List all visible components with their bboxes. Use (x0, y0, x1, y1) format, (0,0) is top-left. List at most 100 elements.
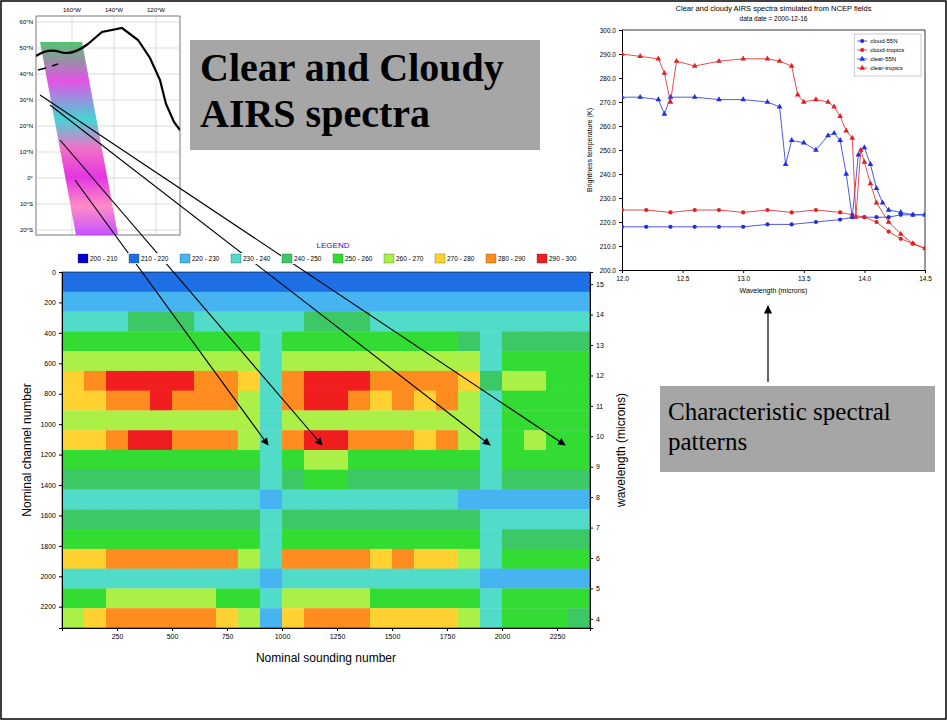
marker (849, 135, 855, 140)
annotation-text: Characteristic spectralpatterns (668, 398, 891, 455)
marker (644, 225, 648, 229)
heat-cell (128, 351, 150, 371)
marker (886, 207, 892, 212)
heat-cell (524, 272, 546, 292)
heat-cell (84, 371, 106, 391)
heat-cell (458, 470, 480, 490)
tick-label: 280.0 (600, 75, 617, 82)
marker (868, 180, 874, 185)
heat-cell (568, 312, 590, 332)
tick: 1000 (40, 421, 62, 428)
heat-cell (106, 569, 128, 589)
heat-cell (304, 608, 326, 628)
heat-cell (172, 430, 194, 450)
heat-cell (238, 312, 260, 332)
heat-cell (348, 391, 370, 411)
heat-cell (194, 608, 216, 628)
heat-cell (436, 272, 458, 292)
tick-mark (59, 394, 62, 395)
legend-swatch (333, 254, 343, 263)
marker (765, 56, 771, 61)
tick-mark (557, 628, 558, 631)
annotation-bg (660, 386, 935, 472)
heat-cell (238, 509, 260, 529)
heat-cell (502, 450, 524, 470)
lat-label: 40°N (20, 71, 33, 77)
heat-cell (216, 351, 238, 371)
tick-mark (619, 54, 622, 55)
tick: 1200 (40, 451, 62, 458)
tick-label: 220.0 (600, 219, 617, 226)
heat-cell (568, 371, 590, 391)
lat-label: 10°S (20, 201, 33, 207)
tick: 15 (590, 281, 604, 288)
heat-cell (546, 331, 568, 351)
tick-label: 750 (222, 633, 234, 640)
heat-cell (370, 312, 392, 332)
heat-cell (260, 569, 282, 589)
heat-cell (62, 331, 84, 351)
heat-cell (282, 569, 304, 589)
heat-cell (106, 490, 128, 510)
marker (777, 104, 783, 109)
label-patch (383, 253, 425, 264)
tick: 13.0 (737, 270, 750, 282)
heat-cell (458, 430, 480, 450)
heat-cell (326, 490, 348, 510)
heat-cell (172, 351, 194, 371)
tick-label: 200.0 (600, 267, 617, 274)
heat-cell (392, 588, 414, 608)
heat-cell (238, 292, 260, 312)
tick-label: 10 (596, 433, 604, 440)
map-gridline (36, 178, 180, 179)
heat-cell (436, 312, 458, 332)
marker (674, 58, 680, 63)
heat-cell (348, 569, 370, 589)
marker (814, 208, 818, 212)
tick: 2200 (40, 603, 62, 610)
tick-mark (590, 588, 593, 589)
heat-cell (392, 312, 414, 332)
heat-cell (62, 569, 84, 589)
tick-label: 500 (167, 633, 179, 640)
legend-label: 240 - 250 (294, 255, 322, 262)
heat-cell (502, 608, 524, 628)
heat-cell (106, 410, 128, 430)
heat-cell (370, 450, 392, 470)
heat-cell (480, 331, 502, 351)
marker (789, 137, 795, 142)
heat-cell (62, 529, 84, 549)
tick-mark (619, 150, 622, 151)
heat-cell (458, 569, 480, 589)
heat-cell (502, 529, 524, 549)
y-axis-title: Brightness temperature (K) (586, 108, 594, 192)
heat-cell (106, 509, 128, 529)
tick: 1250 (330, 628, 346, 640)
tick-mark (337, 628, 338, 631)
heat-cell (348, 410, 370, 430)
heat-cell (414, 549, 436, 569)
tick-label: 14.5 (919, 275, 932, 282)
heat-cell (128, 292, 150, 312)
heat-cell (128, 509, 150, 529)
tick: 2000 (40, 573, 62, 580)
marker (837, 137, 843, 142)
heat-cell (238, 272, 260, 292)
heat-cell (436, 588, 458, 608)
heat-cell (348, 292, 370, 312)
tick-label: 4 (596, 616, 600, 623)
heat-cell (546, 371, 568, 391)
tick: 400 (44, 330, 62, 337)
legend-item: 220 - 230 (179, 253, 221, 264)
legend-swatch (129, 254, 139, 263)
tick-mark (619, 30, 622, 31)
marker (668, 225, 672, 229)
heat-cell (238, 529, 260, 549)
heat-cell (282, 351, 304, 371)
marker (880, 200, 886, 205)
heat-cell (150, 272, 172, 292)
heat-cell (84, 569, 106, 589)
heat-cell (370, 588, 392, 608)
heat-cell (524, 292, 546, 312)
tick-mark (590, 406, 593, 407)
